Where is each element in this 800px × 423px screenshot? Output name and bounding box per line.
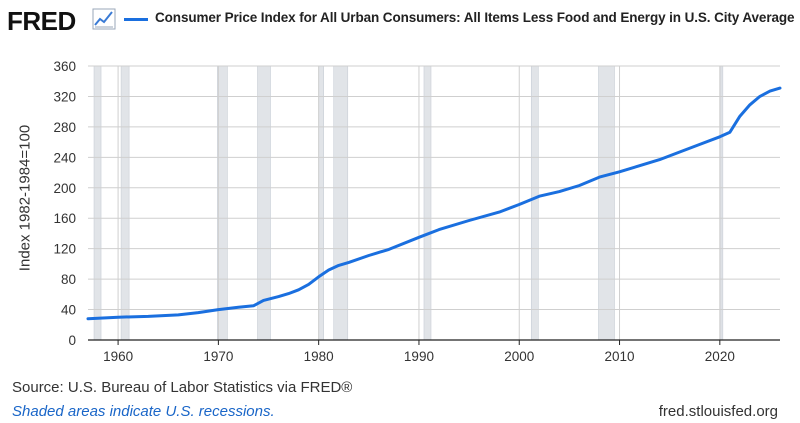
- recession-band-7: [530, 65, 539, 341]
- y-tick-label-80: 80: [61, 272, 76, 287]
- y-tick-label-200: 200: [53, 181, 76, 196]
- legend-swatch: [124, 18, 148, 21]
- y-tick-label-280: 280: [53, 120, 76, 135]
- x-tick-label-1970: 1970: [203, 349, 233, 364]
- legend-series-label: Consumer Price Index for All Urban Consu…: [155, 10, 795, 25]
- x-tick-label-1960: 1960: [103, 349, 133, 364]
- y-tick-label-320: 320: [53, 89, 76, 104]
- x-tick-label-2010: 2010: [605, 349, 635, 364]
- y-tick-label-40: 40: [61, 303, 76, 318]
- source-line: Source: U.S. Bureau of Labor Statistics …: [12, 379, 352, 396]
- y-axis-label: Index 1982-1984=100: [16, 124, 34, 272]
- recession-band-1: [120, 65, 130, 341]
- source-text[interactable]: Source: U.S. Bureau of Labor Statistics: [12, 379, 273, 396]
- y-tick-label-360: 360: [53, 59, 76, 74]
- series-line-0: [86, 86, 782, 321]
- source-suffix: via FRED®: [272, 379, 353, 396]
- recession-band-8: [598, 65, 615, 341]
- y-tick-label-240: 240: [53, 150, 76, 165]
- recession-band-6: [423, 65, 432, 341]
- recession-band-4: [318, 65, 324, 341]
- x-tick-label-1990: 1990: [404, 349, 434, 364]
- recession-band-5: [333, 65, 349, 341]
- site-link[interactable]: fred.stlouisfed.org: [658, 403, 778, 420]
- recession-band-0: [93, 65, 102, 341]
- y-tick-label-120: 120: [53, 242, 76, 257]
- recession-note: Shaded areas indicate U.S. recessions.: [12, 403, 275, 420]
- y-tick-label-0: 0: [68, 333, 76, 348]
- x-tick-label-2020: 2020: [705, 349, 735, 364]
- fred-logo[interactable]: FRED: [7, 6, 76, 36]
- x-tick-label-2000: 2000: [504, 349, 534, 364]
- recession-band-9: [720, 65, 724, 341]
- y-tick-label-160: 160: [53, 211, 76, 226]
- x-tick-label-1980: 1980: [304, 349, 334, 364]
- line-chart-icon: [92, 8, 116, 30]
- recession-band-2: [217, 65, 228, 341]
